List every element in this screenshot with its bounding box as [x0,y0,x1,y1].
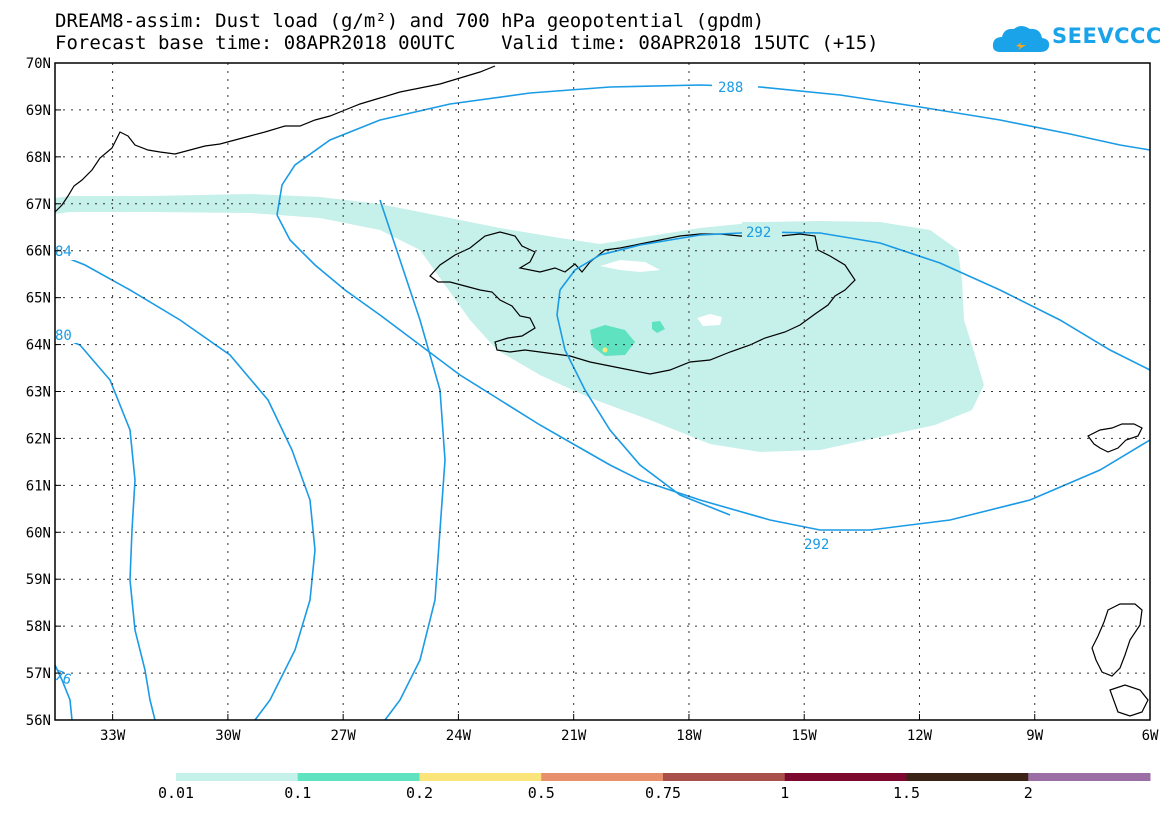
lon-label: 24W [446,728,472,744]
lon-label: 12W [907,728,933,744]
lat-label: 67N [26,197,51,213]
contour-284 [54,252,316,721]
contour-label-280: 80 [55,328,72,344]
lat-label: 57N [26,666,51,682]
colorbar-label: 0.2 [405,784,434,802]
contour-label-292-b: 292 [804,537,829,553]
lat-label: 68N [26,150,51,166]
colorbar-swatch [1028,773,1151,781]
contour-label-292-a: 292 [746,225,771,241]
contour-label-284: 84 [55,244,72,260]
colorbar-label: 0.75 [644,784,682,802]
lon-label: 30W [215,728,241,744]
dust-load-patch [590,325,635,356]
lat-label: 58N [26,619,51,635]
colorbar-label: 0.1 [284,784,312,802]
colorbar-swatch [906,773,1029,781]
colorbar-label: 0.5 [527,784,555,802]
contour-292-lower [556,289,731,516]
contour-292-inner [559,231,1151,371]
colorbar-label: 1.5 [892,784,921,802]
lat-label: 65N [26,291,51,307]
lon-label: 27W [331,728,357,744]
axis-labels: 70N 69N 68N 67N 66N 65N 64N 63N 62N 61N 60N 59N 58N 5… [26,56,1159,744]
lon-label: 6W [1142,728,1159,744]
colorbar-swatch [419,773,542,781]
lon-label: 33W [100,728,126,744]
lat-label: 63N [26,385,51,401]
colorbar-label: 0.01 [157,784,195,802]
coastline [54,65,1149,717]
map-subtitle: Forecast base time: 08APR2018 00UTC Vali… [55,32,879,54]
colorbar-swatch [541,773,664,781]
colorbar-swatch [297,773,420,781]
dust-load-area [55,194,984,452]
map-ticks [55,62,1151,721]
contour-280 [54,334,156,721]
lat-label: 62N [26,431,51,447]
lat-label: 60N [26,525,51,541]
logo-text: SEEVCCC [1052,24,1162,48]
lat-label: 69N [26,103,51,119]
dust-load-patch-small [652,321,665,333]
colorbar-label: 1 [780,784,790,802]
map-grid [55,63,1150,720]
lat-label: 59N [26,572,51,588]
map-title: DREAM8-assim: Dust load (g/m²) and 700 h… [55,10,765,32]
contour-284-right [379,199,446,721]
contour-292 [276,214,1151,531]
lat-label: 66N [26,244,51,260]
colorbar-label: 2 [1023,784,1033,802]
lat-label: 56N [26,713,51,729]
lon-label: 15W [792,728,818,744]
colorbar-swatch [663,773,786,781]
cloud-icon [992,26,1050,52]
colorbar-swatch [176,773,299,781]
lon-label: 9W [1026,728,1043,744]
contour-288 [276,84,1151,216]
contour-label-288: 288 [718,80,743,96]
lat-label: 61N [26,478,51,494]
contour-276 [54,664,73,721]
dust-load-peak [602,347,608,353]
lon-label: 18W [676,728,702,744]
lon-label: 21W [561,728,587,744]
lat-label: 64N [26,338,51,354]
colorbar-swatch [784,773,907,781]
colorbar [176,773,1151,781]
lat-label: 70N [26,56,51,72]
